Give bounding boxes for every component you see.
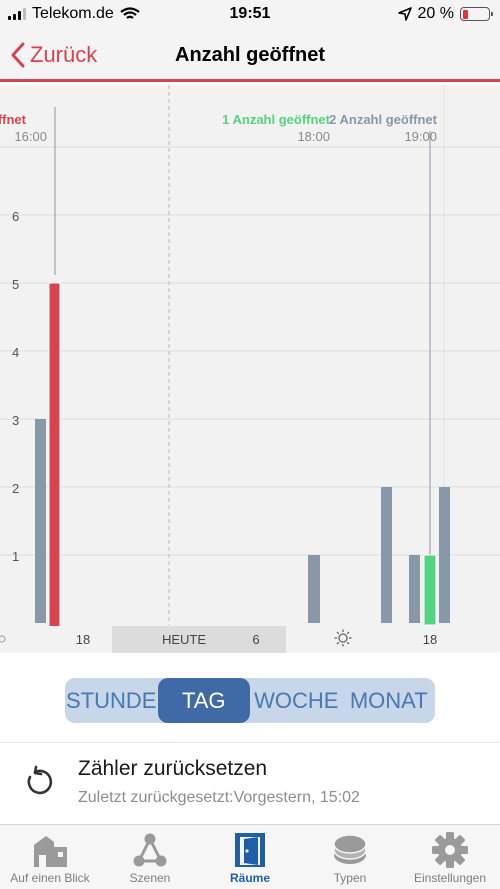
gear-icon bbox=[432, 832, 468, 868]
segment-monat[interactable]: MONAT bbox=[349, 687, 428, 713]
carrier-label: Telekom.de bbox=[32, 5, 114, 22]
chart-svg: 1 2 3 4 5 6 geöffnet 16:00 1 Anzahl geöffnet 18:0… bbox=[0, 85, 500, 653]
door-icon bbox=[235, 833, 265, 867]
tab-einstellungen[interactable]: Einstellungen bbox=[400, 825, 500, 889]
page-title: Anzahl geöffnet bbox=[175, 44, 325, 66]
signal-icon bbox=[8, 8, 26, 20]
wifi-icon bbox=[120, 7, 140, 19]
chart-bar bbox=[308, 555, 320, 623]
chart-bar bbox=[423, 554, 437, 626]
tab-typen[interactable]: Typen bbox=[300, 825, 400, 889]
nav-bar: Zurück Anzahl geöffnet bbox=[0, 30, 500, 82]
x-tick-label: 18 bbox=[76, 632, 90, 647]
chart-bar bbox=[409, 555, 420, 623]
segment-tag[interactable]: TAG bbox=[157, 678, 250, 723]
tab-label: Einstellungen bbox=[413, 871, 487, 885]
x-tick-label: 18 bbox=[423, 632, 437, 647]
chart-top-label: 2 Anzahl geöffnet bbox=[329, 112, 438, 127]
chart-top-time: 16:00 bbox=[14, 129, 47, 144]
tab-auf-einen-blick[interactable]: Auf einen Blick bbox=[0, 825, 100, 889]
tab-szenen[interactable]: Szenen bbox=[100, 825, 200, 889]
battery-level bbox=[462, 9, 468, 19]
battery-percent: 20 % bbox=[417, 5, 454, 22]
y-tick-label: 2 bbox=[12, 481, 19, 496]
tab-label: Typen bbox=[333, 871, 367, 885]
back-button[interactable]: Zurück bbox=[10, 42, 97, 68]
tab-label: Auf einen Blick bbox=[10, 871, 90, 885]
y-tick-label: 4 bbox=[12, 345, 19, 360]
night-band bbox=[112, 626, 286, 653]
chart-bar bbox=[48, 282, 61, 631]
tab-label: Szenen bbox=[129, 871, 171, 885]
sun-ray bbox=[336, 641, 340, 645]
status-right: 20 % bbox=[397, 5, 493, 23]
chart-top-label: geöffnet bbox=[0, 112, 27, 127]
battery-icon bbox=[460, 7, 493, 21]
x-tick-label: HEUTE bbox=[162, 632, 206, 647]
segment-woche[interactable]: WOCHE bbox=[254, 687, 339, 713]
back-label: Zurück bbox=[30, 42, 98, 67]
chart-bar bbox=[381, 487, 392, 623]
status-left: Telekom.de bbox=[8, 5, 140, 23]
sun-ray bbox=[346, 631, 350, 635]
y-tick-label: 5 bbox=[12, 277, 19, 292]
sun-icon bbox=[334, 629, 352, 647]
tab-bar: Auf einen Blick Szenen Räume Typen bbox=[0, 824, 500, 889]
reset-icon bbox=[27, 765, 53, 795]
chart-top-time: 18:00 bbox=[297, 129, 330, 144]
status-time: 19:51 bbox=[229, 5, 271, 22]
tab-raeume[interactable]: Räume bbox=[200, 825, 300, 889]
house-icon bbox=[34, 836, 67, 867]
y-tick-label: 6 bbox=[12, 209, 19, 224]
sun-ray bbox=[346, 641, 350, 645]
chart-top-label: 1 Anzahl geöffnet bbox=[222, 112, 331, 127]
bar-chart[interactable]: 1 2 3 4 5 6 geöffnet 16:00 1 Anzahl geöffnet 18:0… bbox=[0, 85, 500, 653]
sun-ray bbox=[336, 631, 340, 635]
x-tick-label: 6 bbox=[252, 632, 259, 647]
sun-icon bbox=[0, 635, 6, 643]
chevron-left-icon bbox=[11, 42, 25, 68]
scenes-icon bbox=[133, 833, 167, 867]
reset-subtitle: Zuletzt zurückgesetzt:Vorgestern, 15:02 bbox=[78, 789, 360, 806]
chart-top-time: 19:00 bbox=[404, 129, 437, 144]
chart-bar bbox=[439, 487, 450, 623]
y-tick-label: 1 bbox=[12, 549, 19, 564]
reset-title: Zähler zurücksetzen bbox=[78, 757, 268, 780]
chart-bar bbox=[35, 419, 46, 623]
sun-core bbox=[338, 633, 348, 643]
reset-counter-row[interactable]: Zähler zurücksetzen Zuletzt zurückgesetz… bbox=[0, 742, 500, 824]
y-tick-label: 3 bbox=[12, 413, 19, 428]
location-icon bbox=[397, 7, 412, 21]
layers-icon bbox=[333, 834, 367, 864]
status-bar: Telekom.de 19:51 20 % bbox=[0, 0, 500, 30]
period-selector: STUNDE TAG WOCHE MONAT bbox=[65, 678, 435, 723]
segment-stunde[interactable]: STUNDE bbox=[66, 687, 157, 713]
tab-label: Räume bbox=[229, 871, 270, 885]
